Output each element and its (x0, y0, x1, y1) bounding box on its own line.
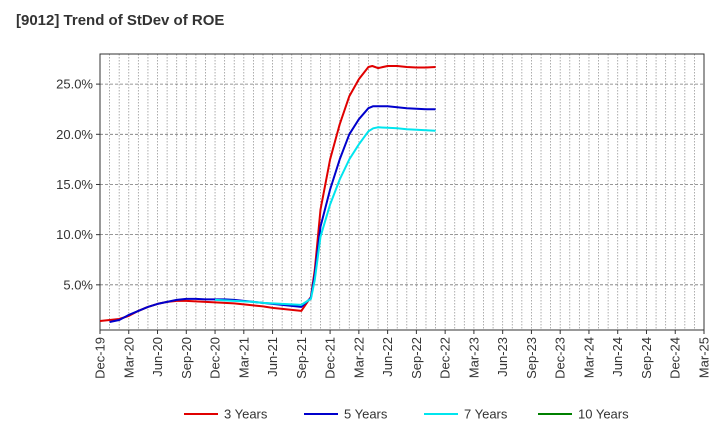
x-tick-label: Mar-22 (351, 337, 366, 378)
x-tick-label: Mar-25 (697, 337, 712, 378)
legend-label-10-years: 10 Years (578, 407, 629, 422)
x-tick-label: Jun-23 (495, 337, 510, 377)
x-tick-label: Dec-24 (668, 337, 683, 379)
series-lines (99, 65, 436, 323)
y-tick-label: 10.0% (56, 227, 93, 242)
series-line-3-years (99, 65, 436, 322)
x-tick-label: Dec-21 (323, 337, 338, 379)
y-tick-label: 25.0% (56, 77, 93, 92)
legend: 3 Years 5 Years 7 Years 10 Years (184, 407, 629, 422)
x-tick-label: Sep-24 (639, 337, 654, 379)
x-tick-label: Jun-20 (150, 337, 165, 377)
chart-title: [9012] Trend of StDev of ROE (16, 12, 225, 29)
x-tick-label: Sep-23 (524, 337, 539, 379)
x-tick-label: Sep-21 (294, 337, 309, 379)
legend-label-7-years: 7 Years (464, 407, 508, 422)
x-tick-label: Sep-22 (409, 337, 424, 379)
legend-label-3-years: 3 Years (224, 407, 268, 422)
x-tick-label: Dec-20 (208, 337, 223, 379)
x-tick-label: Jun-22 (380, 337, 395, 377)
x-tick-label: Dec-19 (93, 337, 108, 379)
x-tick-label: Dec-22 (438, 337, 453, 379)
x-tick-label: Jun-21 (265, 337, 280, 377)
x-tick-label: Mar-20 (121, 337, 136, 378)
y-tick-label: 15.0% (56, 177, 93, 192)
x-axis: Dec-19 Mar-20 Jun-20 Sep-20 Dec-20 Mar-21 Jun-… (93, 330, 712, 379)
grid-lines (100, 54, 704, 330)
y-axis: 5.0% 10.0% 15.0% 20.0% 25.0% (56, 77, 100, 292)
series-line-7-years (214, 126, 436, 306)
y-tick-label: 5.0% (63, 277, 93, 292)
x-tick-label: Dec-23 (553, 337, 568, 379)
legend-label-5-years: 5 Years (344, 407, 388, 422)
plot-area (99, 53, 705, 331)
x-tick-label: Jun-24 (610, 337, 625, 377)
x-tick-label: Sep-20 (179, 337, 194, 379)
y-tick-label: 20.0% (56, 127, 93, 142)
x-tick-label: Mar-24 (581, 337, 596, 378)
x-tick-label: Mar-21 (236, 337, 251, 378)
x-tick-label: Mar-23 (466, 337, 481, 378)
